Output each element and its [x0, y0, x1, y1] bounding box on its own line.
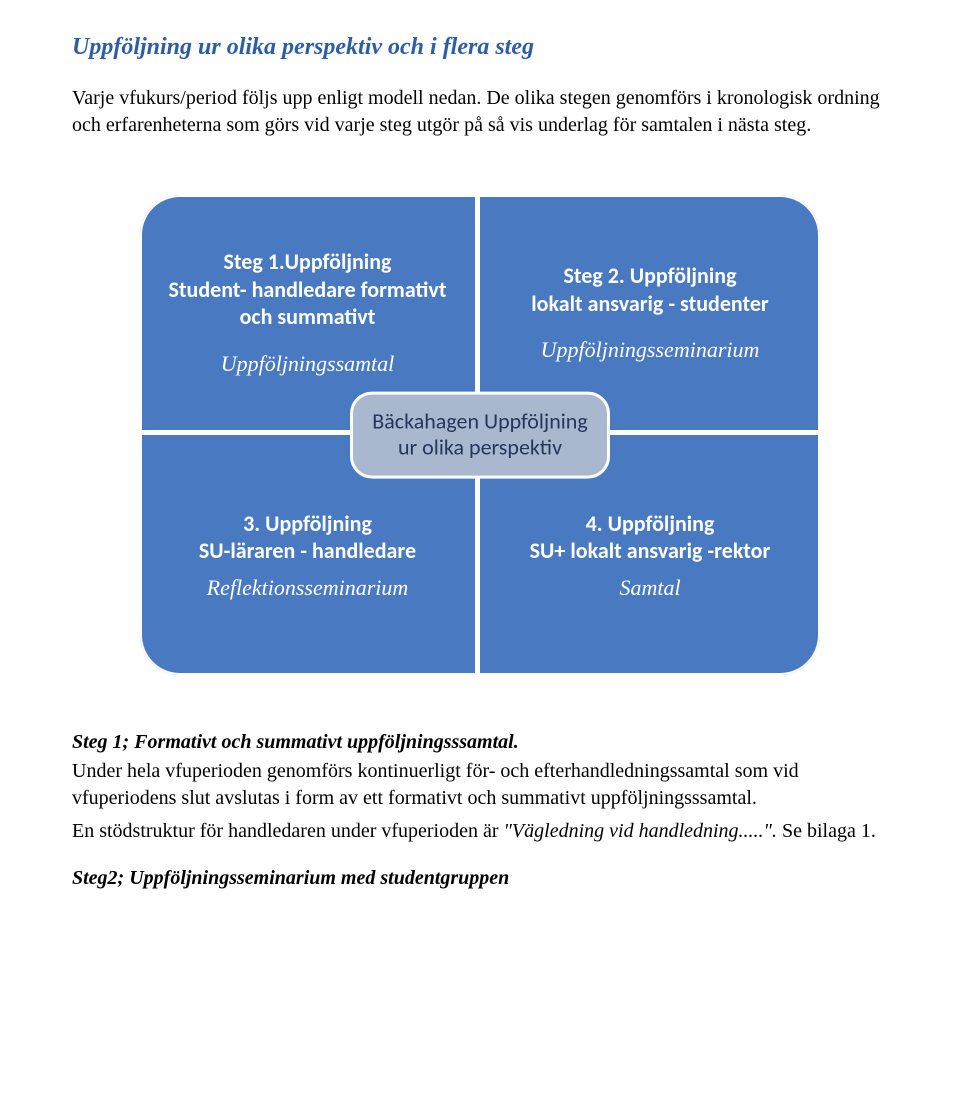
step2-heading: Steg2; Uppföljningsseminarium med studen… [72, 867, 888, 890]
q-br-line1: 4. Uppföljning [586, 510, 715, 538]
step1-note-pre: En stödstruktur för handledaren under vf… [72, 820, 504, 842]
page-title: Uppföljning ur olika perspektiv och i fl… [72, 34, 888, 61]
step1-heading: Steg 1; Formativt och summativt uppföljn… [72, 731, 888, 754]
q-tl-line2: Student- handledare formativt och summat… [158, 276, 457, 331]
q-tl-line3: Uppföljningssamtal [221, 351, 395, 377]
step1-note: En stödstruktur för handledaren under vf… [72, 818, 888, 845]
step1-note-post: Se bilaga 1. [777, 820, 876, 842]
q-bl-line2: SU-läraren - handledare [199, 537, 416, 565]
q-tl-line1: Steg 1.Uppföljning [224, 248, 392, 276]
intro-paragraph: Varje vfukurs/period följs upp enligt mo… [72, 85, 888, 139]
q-br-line2: SU+ lokalt ansvarig -rektor [530, 537, 771, 565]
step1-block: Steg 1; Formativt och summativt uppföljn… [72, 731, 888, 845]
q-bl-line1: 3. Uppföljning [243, 510, 372, 538]
step1-body: Under hela vfuperioden genomförs kontinu… [72, 758, 888, 812]
q-br-line3: Samtal [619, 575, 680, 601]
quadrant-center-pill: Bäckahagen Uppföljning ur olika perspekt… [350, 392, 610, 479]
q-tr-line2: lokalt ansvarig - studenter [531, 290, 769, 318]
q-bl-line3: Reflektionsseminarium [207, 575, 409, 601]
step1-note-italic: "Vägledning vid handledning.....". [504, 820, 777, 842]
quadrant-diagram: Steg 1.Uppföljning Student- handledare f… [140, 195, 820, 675]
q-tr-line3: Uppföljningsseminarium [541, 337, 760, 363]
q-tr-line1: Steg 2. Uppföljning [563, 262, 736, 290]
